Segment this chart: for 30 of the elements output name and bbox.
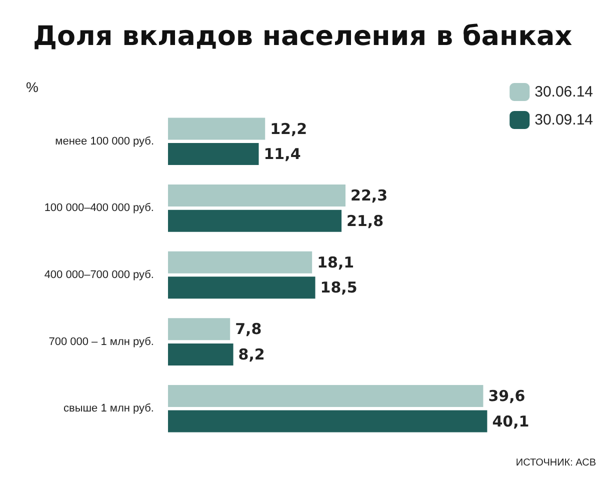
data-label: 21,8 [346,212,384,230]
legend-label: 30.06.14 [534,84,593,100]
bar [168,251,312,274]
data-label: 40,1 [492,412,530,430]
data-label: 11,4 [264,145,301,164]
data-label: 18,1 [317,253,354,272]
bar [168,318,230,340]
y-tick-label: свыше 1 млн руб. [63,402,154,415]
bar [168,118,266,140]
data-label: 39,6 [488,386,526,405]
y-axis-title: % [26,79,38,95]
y-tick-label: 400 000–700 000 руб. [44,269,154,281]
bar [168,143,259,166]
bar [168,410,488,432]
chart-title: Доля вкладов населения в банках [33,21,572,52]
y-tick-label: 700 000 – 1 млн руб. [48,336,154,348]
data-label: 7,8 [235,320,262,338]
bar [168,210,342,232]
bar [168,343,234,366]
data-label: 18,5 [320,278,358,297]
data-label: 12,2 [270,120,308,138]
bar [168,276,316,299]
text: ИСТОЧНИК: АСВ [516,458,596,468]
y-tick-label: менее 100 000 руб. [55,135,154,148]
bar [168,384,484,407]
data-label: 22,3 [350,186,388,205]
data-label: 8,2 [238,345,265,364]
bar [168,184,346,207]
legend-label: 30.09.14 [534,112,593,128]
y-tick-label: 100 000–400 000 руб. [44,202,154,214]
